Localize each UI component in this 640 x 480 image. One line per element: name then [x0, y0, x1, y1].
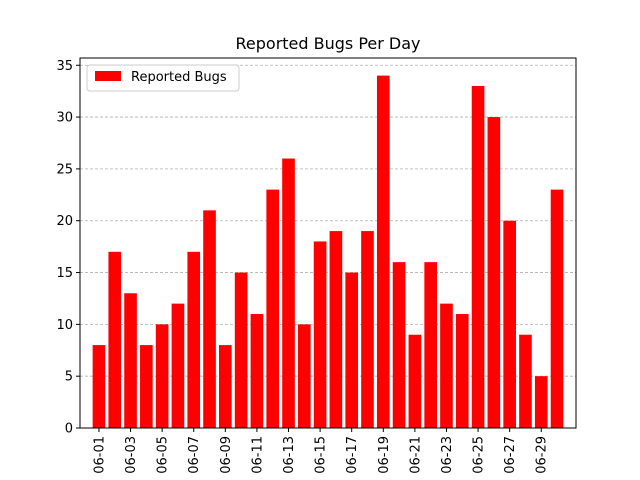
bar-06-06 — [171, 303, 185, 428]
bar-06-05 — [155, 324, 169, 428]
bar-06-28 — [519, 334, 532, 428]
x-tick-label: 06-05 — [156, 436, 171, 474]
x-axis: 06-01 06-03 06-05 06-07 06-09 06-11 06-13 06-15… — [92, 428, 550, 474]
bar-06-07 — [187, 251, 201, 428]
x-tick-label: 06-25 — [472, 436, 487, 474]
plot-frame — [79, 57, 577, 429]
bar-06-12 — [266, 189, 280, 428]
legend: Reported Bugs — [86, 64, 240, 92]
y-tick-label: 0 — [65, 422, 73, 437]
bar-06-16 — [329, 231, 343, 428]
legend-swatch — [95, 71, 121, 81]
bar-06-01 — [92, 345, 106, 428]
legend-label: Reported Bugs — [131, 70, 227, 85]
bar-06-27 — [503, 220, 516, 428]
bar-06-17 — [345, 272, 359, 428]
x-tick-label: 06-01 — [92, 436, 107, 474]
bar-06-20 — [392, 262, 406, 428]
bar-06-14 — [297, 324, 311, 428]
bar-06-10 — [234, 272, 248, 428]
bar-06-13 — [282, 158, 295, 428]
chart-title: Reported Bugs Per Day — [236, 34, 421, 53]
bar-06-26 — [487, 117, 501, 429]
y-axis: 0 5 10 15 20 25 30 35 — [56, 59, 80, 437]
bar-06-18 — [361, 231, 374, 428]
bar-06-22 — [424, 262, 437, 428]
bars — [92, 75, 564, 429]
x-tick-label: 06-13 — [282, 436, 297, 474]
y-tick-label: 10 — [56, 318, 73, 333]
x-tick-label: 06-21 — [408, 436, 423, 474]
bar-06-11 — [250, 313, 264, 428]
x-tick-label: 06-03 — [124, 436, 139, 474]
x-tick-label: 06-15 — [314, 436, 329, 474]
bar-06-15 — [313, 241, 327, 428]
y-tick-label: 30 — [56, 111, 73, 126]
bar-06-03 — [124, 293, 137, 428]
x-tick-label: 06-19 — [377, 436, 392, 474]
y-tick-label: 15 — [56, 266, 73, 281]
x-tick-label: 06-11 — [250, 436, 265, 474]
bar-06-08 — [203, 210, 216, 428]
y-tick-label: 20 — [56, 214, 73, 229]
x-tick-label: 06-27 — [503, 436, 518, 474]
bar-06-02 — [108, 251, 122, 428]
bar-06-24 — [455, 313, 469, 428]
y-tick-label: 5 — [65, 370, 73, 385]
bar-06-29 — [534, 376, 548, 428]
bar-06-30 — [550, 189, 564, 428]
bar-06-19 — [376, 75, 390, 428]
bar-06-23 — [440, 303, 453, 428]
y-tick-label: 25 — [56, 162, 73, 177]
x-tick-label: 06-23 — [440, 436, 455, 474]
x-tick-label: 06-07 — [187, 436, 202, 474]
x-tick-label: 06-29 — [535, 436, 550, 474]
grid-lines — [80, 64, 576, 377]
bar-06-25 — [471, 85, 485, 429]
x-tick-label: 06-17 — [345, 436, 360, 474]
x-tick-label: 06-09 — [219, 436, 234, 474]
bar-06-04 — [140, 345, 153, 428]
legend-box — [86, 64, 240, 92]
bar-06-21 — [408, 334, 422, 428]
bar-06-09 — [219, 345, 232, 428]
y-tick-label: 35 — [56, 59, 73, 74]
